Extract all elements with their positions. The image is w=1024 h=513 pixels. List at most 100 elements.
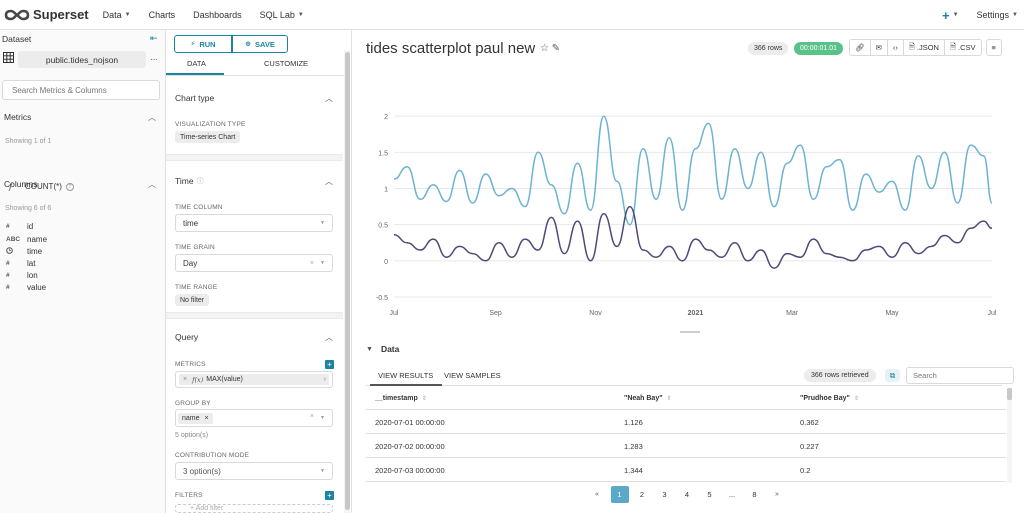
page-button[interactable]: 4	[684, 490, 690, 499]
group-by-tag[interactable]: name ×	[178, 413, 213, 424]
column-item-time[interactable]: time	[6, 245, 42, 257]
page-button[interactable]: 5	[707, 490, 712, 499]
export-csv-button[interactable]: 🗎︎ .CSV	[944, 39, 982, 56]
time-section-header[interactable]: Time ⓘ ︿	[166, 171, 342, 191]
chart-title[interactable]: tides scatterplot paul new	[366, 40, 536, 57]
chevron-down-icon: ▼	[320, 260, 325, 266]
column-header-timestamp[interactable]: __timestamp ⇕	[375, 395, 427, 402]
time-grain-select[interactable]: Day × ▼	[175, 254, 333, 272]
metric-item[interactable]: f COUNT(*) ?	[9, 182, 74, 191]
new-menu[interactable]: + ▼	[942, 8, 959, 23]
time-column-select[interactable]: time ▼	[175, 214, 333, 232]
table-scrollbar[interactable]	[1007, 388, 1012, 400]
column-name: name	[27, 234, 48, 244]
run-button[interactable]: ⚡ RUN	[174, 35, 232, 53]
more-menu-button[interactable]: ≡	[985, 39, 1002, 56]
tab-view-results[interactable]: VIEW RESULTS	[378, 371, 434, 380]
tab-data[interactable]: DATA	[187, 59, 206, 68]
save-button[interactable]: ⊕ SAVE	[232, 35, 288, 53]
column-item-lon[interactable]: # lon	[6, 269, 38, 281]
viz-type-selector[interactable]: Time-series Chart	[175, 131, 241, 143]
collapse-panel-icon[interactable]: ⇤	[150, 33, 158, 43]
next-page-button[interactable]: »	[775, 491, 779, 498]
nav-data-label: Data	[102, 9, 122, 20]
contribution-mode-select[interactable]: 3 option(s) ▼	[175, 462, 333, 480]
add-filter-button[interactable]: +	[325, 491, 334, 500]
email-button[interactable]: ✉	[870, 39, 888, 56]
page-ellipsis[interactable]: ...	[728, 490, 736, 499]
chevron-up-icon: ︿	[148, 112, 156, 122]
line-chart[interactable]: -0.5 0 0.5 1 1.5 2 Jul Sep Nov 2021 Mar May Jul	[352, 72, 1024, 342]
superset-logo[interactable]: Superset	[4, 7, 89, 22]
more-options-icon[interactable]: ···	[150, 54, 158, 65]
column-header-prudhoe-bay[interactable]: "Prudhoe Bay" ⇕	[800, 395, 859, 402]
string-type-icon: ABC	[6, 235, 21, 243]
y-tick-label: -0.5	[376, 295, 388, 302]
info-icon[interactable]: ⓘ	[196, 178, 204, 185]
nav-dashboards[interactable]: Dashboards	[193, 10, 242, 20]
column-name: lon	[27, 270, 38, 280]
settings-menu[interactable]: Settings ▼	[977, 10, 1018, 20]
active-tab-indicator	[370, 384, 442, 386]
columns-section-header[interactable]: Columns ︿	[0, 175, 165, 193]
add-metric-button[interactable]: +	[325, 360, 334, 369]
data-panel-header[interactable]: ▼ Data	[366, 344, 399, 354]
copy-link-button[interactable]: 🔗︎	[849, 39, 871, 56]
close-icon[interactable]: ×	[204, 415, 209, 422]
copy-icon[interactable]: ⧉	[885, 369, 900, 382]
file-icon: 🗎︎	[908, 42, 915, 51]
embed-code-button[interactable]: ‹›	[887, 39, 904, 56]
column-item-value[interactable]: # value	[6, 281, 46, 293]
star-icon[interactable]: ☆	[540, 43, 549, 54]
search-metrics-columns-input[interactable]	[2, 80, 160, 100]
page-button[interactable]: 8	[752, 490, 757, 499]
nav-sqllab-menu[interactable]: SQL Lab ▼	[260, 10, 304, 20]
metric-label: MAX(value)	[206, 376, 243, 383]
tab-view-samples[interactable]: VIEW SAMPLES	[444, 371, 501, 380]
column-item-id[interactable]: # id	[6, 220, 33, 232]
sort-icon: ⇕	[421, 396, 427, 402]
metrics-select[interactable]: × f(x) MAX(value) ›	[175, 371, 333, 388]
prev-page-button[interactable]: «	[595, 491, 599, 498]
control-scrollbar[interactable]	[345, 52, 350, 510]
chevron-down-icon: ▼	[124, 11, 131, 18]
select-value: time	[183, 218, 199, 228]
chevron-down-icon: ▼	[1012, 12, 1018, 18]
nav-data-menu[interactable]: Data ▼	[103, 10, 131, 20]
metric-tag[interactable]: × f(x) MAX(value) ›	[179, 374, 329, 385]
dataset-panel: Dataset ⇤ public.tides_nojson ··· Metric…	[0, 30, 166, 513]
column-header-neah-bay[interactable]: "Neah Bay" ⇕	[624, 395, 672, 402]
tab-customize[interactable]: CUSTOMIZE	[264, 59, 309, 68]
settings-label: Settings	[976, 10, 1010, 20]
nav-charts[interactable]: Charts	[149, 10, 176, 20]
section-title: Chart type	[175, 93, 215, 103]
column-item-name[interactable]: ABC name	[6, 233, 47, 245]
code-icon: ‹›	[892, 43, 898, 52]
metrics-section-header[interactable]: Metrics ︿	[0, 108, 165, 126]
help-icon[interactable]: ?	[65, 182, 74, 191]
dataset-name[interactable]: public.tides_nojson	[18, 51, 146, 68]
chart-type-section-header[interactable]: Chart type ︿	[166, 88, 342, 108]
clear-icon[interactable]: ×	[309, 413, 314, 420]
column-item-lat[interactable]: # lat	[6, 257, 35, 269]
page-button[interactable]: 1	[610, 486, 629, 503]
data-search-input[interactable]	[906, 367, 1014, 384]
series-line-prudhoe-bay	[393, 205, 993, 269]
page-button[interactable]: 2	[639, 490, 645, 499]
sort-icon: ⇕	[666, 396, 672, 402]
add-filter-dropzone[interactable]: + Add filter	[175, 504, 333, 513]
group-by-select[interactable]: name × × ▼	[175, 409, 333, 427]
export-json-button[interactable]: 🗎︎ .JSON	[903, 39, 945, 56]
remove-icon[interactable]: ×	[183, 376, 188, 383]
resize-handle[interactable]	[680, 331, 700, 333]
x-tick-label: Nov	[589, 310, 602, 317]
clear-icon[interactable]: ×	[309, 259, 314, 267]
y-tick-label: 0	[384, 259, 388, 266]
email-icon: ✉	[875, 43, 882, 52]
time-range-selector[interactable]: No filter	[175, 294, 210, 306]
query-time-badge: 00:00:01.01	[794, 42, 843, 55]
query-section-header[interactable]: Query ︿	[166, 327, 342, 347]
edit-icon[interactable]: ✎	[551, 43, 561, 54]
table-cell: 1.126	[624, 418, 643, 427]
page-button[interactable]: 3	[662, 490, 667, 499]
